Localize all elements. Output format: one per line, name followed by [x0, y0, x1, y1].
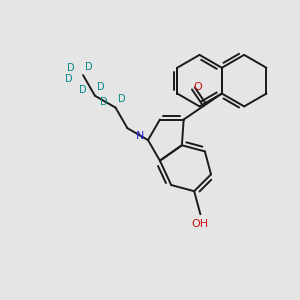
Text: D: D [79, 85, 87, 95]
Text: D: D [118, 94, 125, 104]
Text: N: N [136, 131, 144, 141]
Text: D: D [65, 74, 73, 84]
Text: D: D [97, 82, 105, 92]
Text: O: O [194, 82, 202, 92]
Text: D: D [85, 62, 93, 72]
Text: D: D [68, 63, 75, 73]
Text: D: D [100, 97, 107, 107]
Text: OH: OH [192, 219, 209, 229]
